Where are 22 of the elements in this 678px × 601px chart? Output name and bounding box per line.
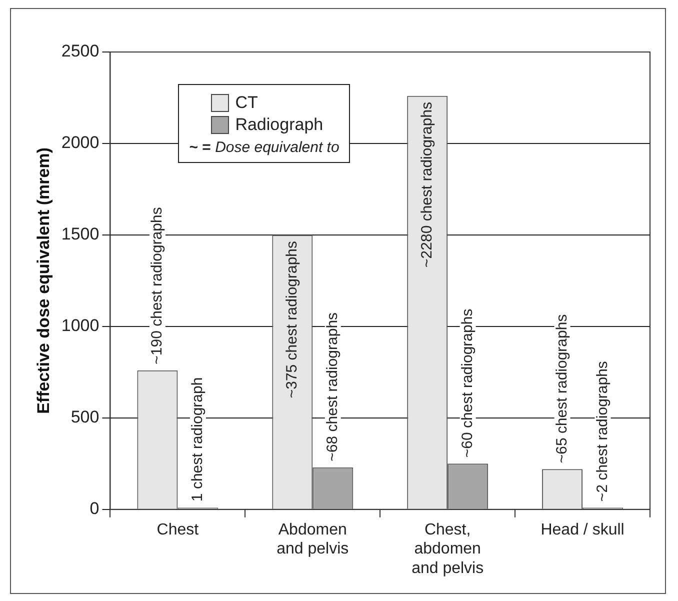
x-tick-label: Chest, abdomen and pelvis <box>412 521 484 577</box>
y-tick-label: 2000 <box>61 133 100 152</box>
legend-label: Radiograph <box>235 115 324 135</box>
annotation: ~60 chest radiographs <box>458 308 476 458</box>
y-axis-title: Effective dose equivalent (mrem) <box>34 147 53 414</box>
y-tick-label: 0 <box>90 499 100 518</box>
y-tick-label: 2500 <box>61 42 100 61</box>
y-tick-label: 500 <box>70 408 100 427</box>
y-tick-label: 1500 <box>61 224 100 244</box>
annotation: ~ = Dose equivalent to <box>189 139 340 156</box>
annotation: ~65 chest radiographs <box>553 314 570 464</box>
annotation: 1 chest radiograph <box>189 377 206 502</box>
x-tick-label: Abdomen and pelvis <box>276 521 349 558</box>
annotation: ~375 chest radiographs <box>284 240 301 398</box>
y-tick-label: 1000 <box>61 316 100 336</box>
legend-label: CT <box>235 93 258 113</box>
annotation: ~190 chest radiographs <box>148 207 166 364</box>
annotation: ~2 chest radiographs <box>594 361 611 502</box>
annotation: ~68 chest radiographs <box>324 312 342 462</box>
x-tick-label: Head / skull <box>540 521 624 538</box>
annotation: ~2280 chest radiographs <box>418 102 436 268</box>
x-tick-label: Chest <box>156 521 200 538</box>
